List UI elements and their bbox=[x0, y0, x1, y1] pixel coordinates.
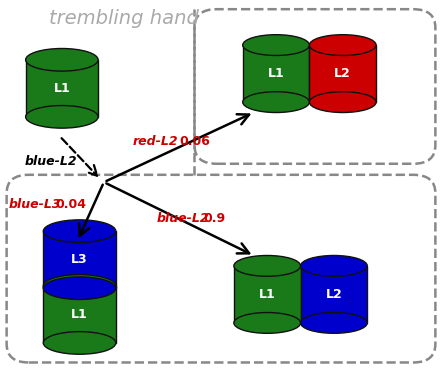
Text: L1: L1 bbox=[268, 67, 285, 80]
Ellipse shape bbox=[243, 92, 309, 113]
Ellipse shape bbox=[243, 35, 309, 56]
Ellipse shape bbox=[301, 255, 367, 276]
Bar bbox=[26, 60, 98, 117]
Text: L1: L1 bbox=[259, 288, 276, 301]
Ellipse shape bbox=[26, 106, 98, 128]
Text: L2: L2 bbox=[325, 288, 342, 301]
Ellipse shape bbox=[43, 220, 116, 243]
Ellipse shape bbox=[301, 312, 367, 333]
Ellipse shape bbox=[309, 35, 376, 56]
Text: 0.06: 0.06 bbox=[179, 135, 210, 148]
Ellipse shape bbox=[43, 332, 116, 354]
Text: red-L2: red-L2 bbox=[133, 135, 178, 148]
Ellipse shape bbox=[234, 255, 301, 276]
Bar bbox=[43, 286, 116, 343]
Ellipse shape bbox=[309, 92, 376, 113]
Ellipse shape bbox=[43, 275, 116, 297]
Text: blue-L2: blue-L2 bbox=[24, 155, 77, 169]
Text: L2: L2 bbox=[334, 67, 351, 80]
Text: L1: L1 bbox=[53, 82, 70, 95]
Text: L3: L3 bbox=[71, 253, 88, 266]
Ellipse shape bbox=[26, 49, 98, 71]
Text: 0.9: 0.9 bbox=[203, 212, 225, 226]
Text: trembling hand: trembling hand bbox=[49, 9, 199, 28]
Ellipse shape bbox=[234, 312, 301, 333]
Bar bbox=[43, 231, 116, 288]
Bar bbox=[234, 266, 301, 323]
Text: L1: L1 bbox=[71, 308, 88, 321]
Text: blue-L2: blue-L2 bbox=[157, 212, 210, 226]
Text: 0.04: 0.04 bbox=[55, 198, 86, 211]
Text: blue-L3: blue-L3 bbox=[9, 198, 61, 211]
Ellipse shape bbox=[43, 277, 116, 300]
Bar bbox=[309, 45, 376, 102]
Bar bbox=[301, 266, 367, 323]
Bar bbox=[243, 45, 309, 102]
